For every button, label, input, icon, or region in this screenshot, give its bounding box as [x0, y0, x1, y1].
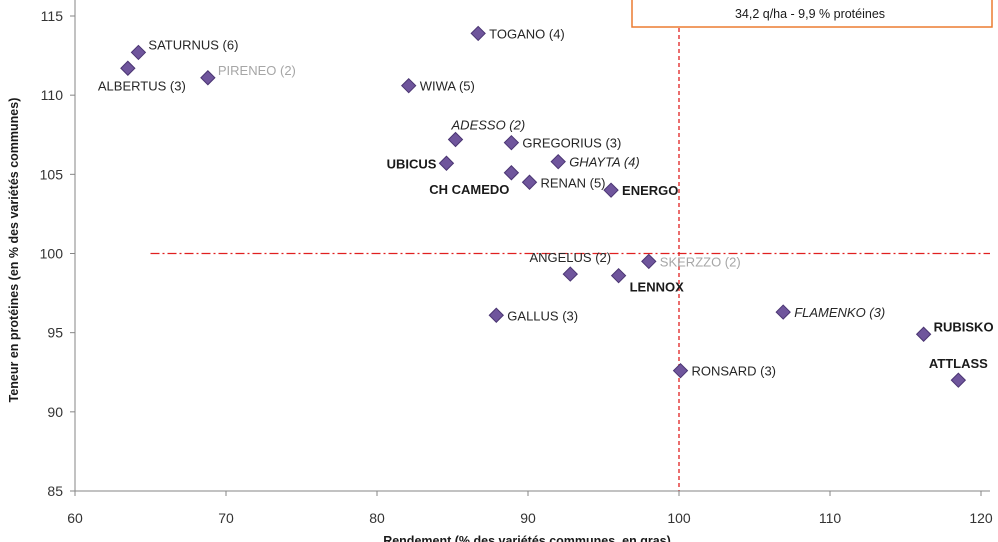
data-point-label: ANGELUS (2)	[529, 250, 611, 265]
axes: 85 90 95 100 105 110 115 60 70 80 90 100 110 120	[40, 0, 993, 526]
data-point-label: ADESSO (2)	[451, 118, 526, 133]
data-point-marker	[562, 266, 578, 282]
x-tick-label: 80	[369, 510, 385, 526]
y-tick-label: 110	[41, 87, 64, 103]
x-tick-label: 110	[819, 510, 842, 526]
x-tick-label: 60	[67, 510, 83, 526]
data-point-label: SATURNUS (6)	[148, 37, 238, 52]
data-point-marker	[130, 44, 147, 61]
data-point-marker	[550, 153, 566, 170]
data-point-label: FLAMENKO (3)	[794, 305, 885, 320]
data-point-label: GHAYTA (4)	[569, 155, 640, 170]
data-point-marker	[950, 372, 967, 388]
x-tick-label: 120	[969, 510, 993, 526]
data-point-marker	[438, 155, 455, 171]
data-point-label: UBICUS	[387, 156, 437, 171]
annotation-text: 34,2 q/ha - 9,9 % protéines	[735, 7, 885, 21]
x-tick-label: 100	[667, 510, 691, 526]
data-point-marker	[120, 60, 136, 76]
data-point-marker	[603, 182, 619, 198]
data-point-label: CH CAMEDO	[429, 182, 509, 197]
data-point-marker	[672, 362, 689, 379]
data-point-label: PIRENEO (2)	[218, 63, 296, 78]
data-point-marker	[521, 174, 538, 190]
data-point-marker	[503, 165, 520, 181]
y-tick-label: 105	[40, 166, 64, 182]
x-axis-title: Rendement (% des variétés communes, en g…	[383, 534, 671, 542]
data-point-marker	[641, 253, 657, 270]
data-points	[120, 25, 967, 388]
data-point-marker	[447, 131, 464, 148]
data-labels: SATURNUS (6) ALBERTUS (3) PIRENEO (2) TOGAN…	[98, 26, 994, 378]
data-point-label: RENAN (5)	[541, 175, 606, 190]
data-point-marker	[488, 307, 504, 323]
y-tick-label: 115	[41, 8, 64, 24]
data-point-marker	[401, 77, 417, 94]
data-point-label: ENERGO	[622, 183, 678, 198]
y-tick-label: 95	[47, 325, 63, 341]
data-point-label: LENNOX	[630, 280, 685, 295]
data-point-marker	[915, 326, 932, 342]
data-point-label: ATTLASS	[929, 356, 988, 371]
data-point-label: ALBERTUS (3)	[98, 78, 186, 93]
data-point-label: SKERZZO (2)	[660, 254, 741, 269]
annotation-box: 34,2 q/ha - 9,9 % protéines	[631, 0, 993, 28]
y-axis-title: Teneur en protéines (en % des variétés c…	[7, 98, 21, 403]
data-point-label: RUBISKO	[934, 319, 994, 334]
data-point-label: TOGANO (4)	[489, 26, 565, 41]
x-tick-label: 90	[520, 510, 536, 526]
annotation-frame	[631, 0, 993, 28]
data-point-marker	[470, 25, 486, 42]
y-tick-label: 90	[47, 404, 63, 420]
data-point-label: RONSARD (3)	[692, 364, 777, 379]
y-tick-label: 100	[40, 246, 64, 262]
data-point-marker	[200, 70, 216, 86]
data-point-marker	[503, 134, 520, 151]
reference-lines	[150, 0, 990, 491]
data-point-marker	[775, 304, 791, 320]
data-point-label: GREGORIUS (3)	[522, 136, 621, 151]
data-point-label: GALLUS (3)	[507, 308, 578, 323]
data-point-marker	[610, 267, 627, 284]
y-tick-label: 85	[47, 483, 63, 499]
x-tick-label: 70	[218, 510, 234, 526]
data-point-label: WIWA (5)	[420, 79, 475, 94]
